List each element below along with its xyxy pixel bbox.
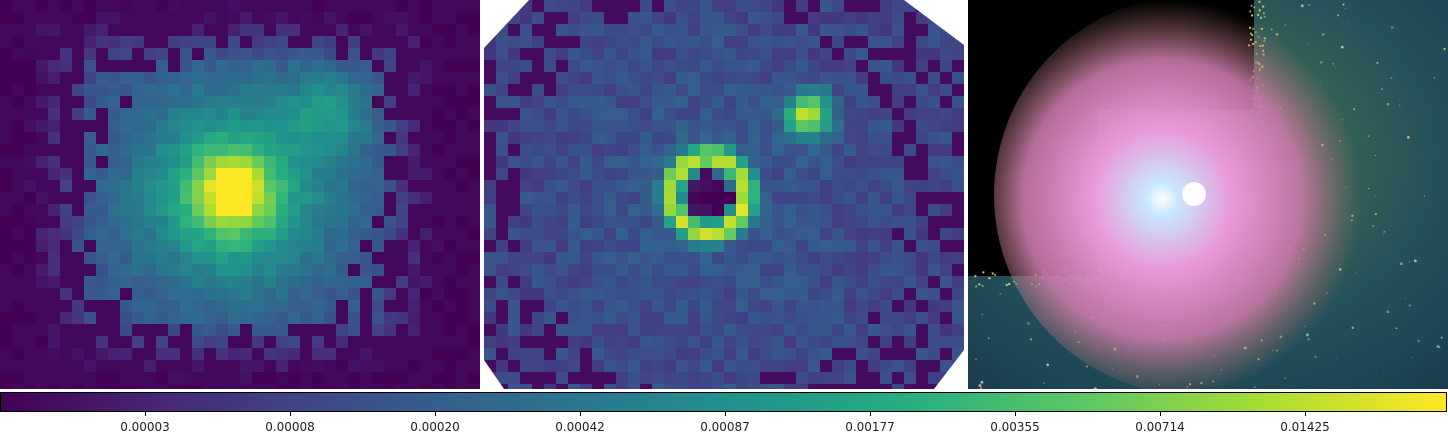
intensity-map-left <box>0 0 480 389</box>
colorbar-tick-label: 0.00003 <box>120 420 170 434</box>
colorbar-tick <box>1160 412 1161 416</box>
colorbar-tick-label: 0.00177 <box>845 420 895 434</box>
colorbar-tick-label: 0.00042 <box>555 420 605 434</box>
colorbar-tick <box>1305 412 1306 416</box>
colorbar-tick <box>145 412 146 416</box>
colorbar-tick <box>290 412 291 416</box>
residual-map-middle <box>484 0 964 389</box>
colorbar-tick-label: 0.00714 <box>1135 420 1185 434</box>
colorbar-tick-label: 0.00008 <box>265 420 315 434</box>
galaxy-image-right <box>968 0 1448 389</box>
colorbar <box>0 392 1447 412</box>
colorbar-tick <box>870 412 871 416</box>
colorbar-tick-label: 0.00020 <box>410 420 460 434</box>
colorbar-tick <box>580 412 581 416</box>
colorbar-tick-label: 0.01425 <box>1280 420 1330 434</box>
colorbar-tick <box>725 412 726 416</box>
colorbar-tick-label: 0.00355 <box>990 420 1040 434</box>
colorbar-tick-label: 0.00087 <box>700 420 750 434</box>
colorbar-tick <box>1015 412 1016 416</box>
colorbar-tick <box>435 412 436 416</box>
